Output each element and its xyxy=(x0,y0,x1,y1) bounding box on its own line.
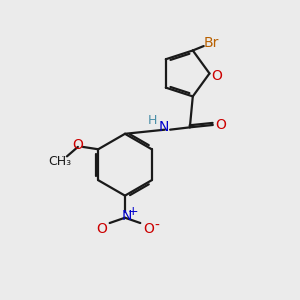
Text: H: H xyxy=(148,114,157,127)
Text: Br: Br xyxy=(204,35,219,50)
Text: -: - xyxy=(154,219,159,233)
Text: O: O xyxy=(216,118,226,132)
Text: N: N xyxy=(122,209,132,223)
Text: CH₃: CH₃ xyxy=(49,155,72,168)
Text: O: O xyxy=(72,138,83,152)
Text: +: + xyxy=(128,205,139,218)
Text: N: N xyxy=(158,120,169,134)
Text: methoxy: methoxy xyxy=(61,156,68,157)
Text: O: O xyxy=(96,222,107,236)
Text: O: O xyxy=(143,222,154,236)
Text: O: O xyxy=(212,69,222,83)
